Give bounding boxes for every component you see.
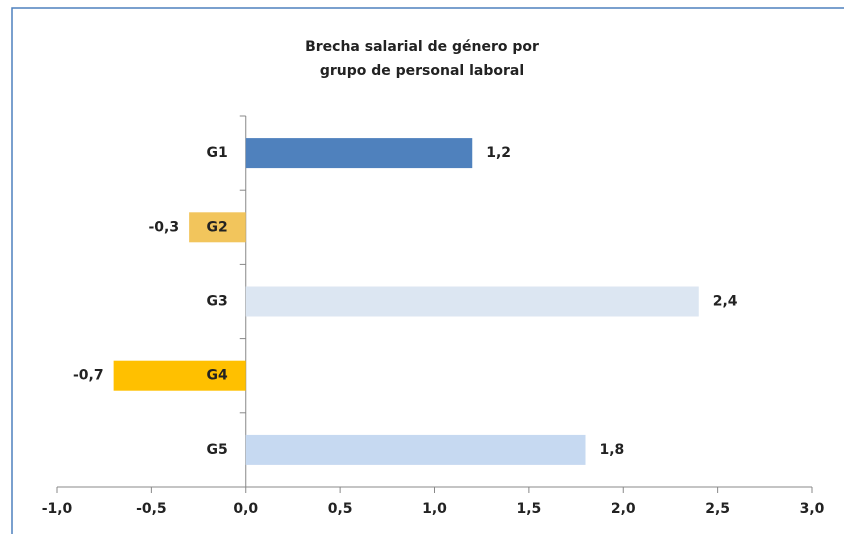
chart-title: grupo de personal laboral [320,63,524,79]
data-label: -0,7 [73,368,104,384]
y-tick-label: G1 [207,145,228,161]
data-label: 1,2 [486,145,511,161]
bar [189,212,246,243]
bar [245,286,699,317]
y-tick-label: G4 [207,368,228,384]
data-label: 1,8 [600,442,625,458]
data-label: -0,3 [149,219,180,235]
bar [245,434,586,465]
bar [113,360,246,391]
y-tick-label: G3 [207,294,228,310]
x-tick-label: 0,0 [233,501,258,517]
x-tick-label: 0,5 [328,501,353,517]
x-tick-label: -1,0 [42,501,73,517]
y-tick-label: G5 [207,442,228,458]
data-label: 2,4 [713,294,738,310]
bar [245,138,473,169]
x-tick-label: -0,5 [136,501,167,517]
x-tick-label: 2,0 [611,501,636,517]
x-tick-label: 1,0 [422,501,447,517]
chart-frame [11,7,844,534]
chart-title: Brecha salarial de género por [305,39,539,55]
x-tick-label: 2,5 [705,501,730,517]
x-tick-label: 1,5 [516,501,541,517]
x-tick-label: 3,0 [800,501,825,517]
y-tick-label: G2 [207,219,228,235]
